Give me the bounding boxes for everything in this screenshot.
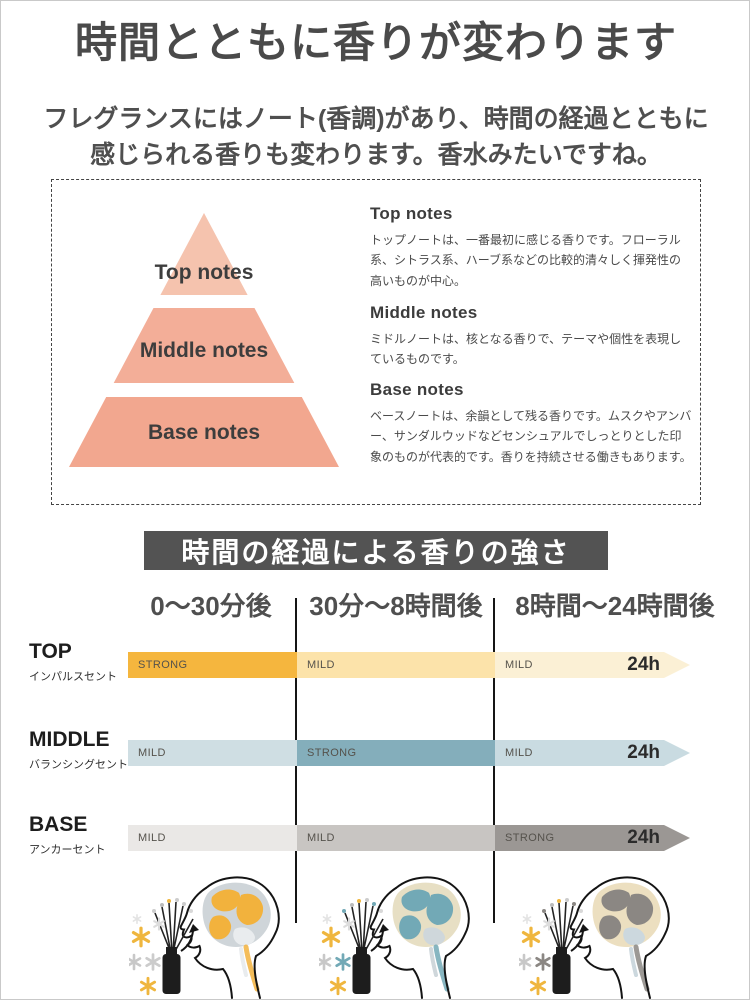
page-title: 時間とともに香りが変わります <box>74 19 677 66</box>
base-notes-body: ベースノートは、余韻として残る香りです。ムスクやアンバー、サンダルウッドなどセン… <box>370 409 692 464</box>
section-banner: 時間の経過による香りの強さ <box>144 531 608 570</box>
pyramid-base-label: Base notes <box>148 421 260 444</box>
base-notes-heading: Base notes <box>370 380 464 399</box>
pyramid-middle-label: Middle notes <box>140 339 268 362</box>
middle-24h-label: 24h <box>627 742 660 763</box>
subtitle-line-1: フレグランスにはノート(香調)があり、時間の経過とともに <box>43 105 709 133</box>
top-intensity-bar: STRONG MILD MILD 24h <box>128 652 690 678</box>
fragrance-notes-box: Top notes Middle notes Base notes Top no… <box>51 179 701 505</box>
middle-notes-heading: Middle notes <box>370 303 478 322</box>
base-segment-mild-1: MILD <box>128 825 297 851</box>
pyramid-top-slice <box>160 213 248 295</box>
head-illustration-middle-phase <box>316 867 499 999</box>
page-subtitle: フレグランスにはノート(香調)があり、時間の経過とともに 感じられる香りも変わり… <box>1 101 749 174</box>
subtitle-line-2: 感じられる香りも変わります。香水みたいですね。 <box>90 141 662 170</box>
notes-pyramid-diagram: Top notes Middle notes Base notes <box>69 213 339 467</box>
middle-segment-strong: STRONG <box>297 740 495 766</box>
top-24h-label: 24h <box>627 654 660 675</box>
column-header-0-30min: 0〜30分後 <box>150 591 272 621</box>
row-label-top: TOP <box>29 640 72 663</box>
top-segment-mild-2: MILD <box>495 652 664 678</box>
middle-notes-body: ミドルノートは、核となる香りで、テーマや個性を表現しているものです。 <box>370 332 682 367</box>
column-header-8h-24h: 8時間〜24時間後 <box>515 591 715 621</box>
pyramid-middle-slice <box>113 308 295 383</box>
row-label-middle: MIDDLE <box>29 728 110 751</box>
top-bar-arrow-icon <box>664 652 690 678</box>
row-label-base: BASE <box>29 813 88 836</box>
base-segment-mild-2: MILD <box>297 825 495 851</box>
head-illustration-top-phase <box>126 867 309 999</box>
pyramid-top-label: Top notes <box>155 261 254 284</box>
row-sublabel-top: インパルスセント <box>29 671 117 683</box>
top-notes-heading: Top notes <box>370 204 453 223</box>
head-illustration-base-phase <box>516 867 699 999</box>
pyramid-base-slice <box>69 397 339 467</box>
base-notes-description: Base notes ベースノートは、余韻として残る香りです。ムスクやアンバー、… <box>370 380 692 467</box>
base-segment-strong: STRONG <box>495 825 664 851</box>
base-bar-arrow-icon <box>664 825 690 851</box>
middle-segment-mild-2: MILD <box>495 740 664 766</box>
diffuser-head-graphic-2 <box>316 876 470 999</box>
section-banner-title: 時間の経過による香りの強さ <box>181 536 571 568</box>
diffuser-head-graphic-1 <box>126 876 280 999</box>
top-notes-description: Top notes トップノートは、一番最初に感じる香りです。フローラル系、シト… <box>370 204 692 291</box>
row-sublabel-middle: バランシングセント <box>29 759 128 771</box>
diffuser-head-graphic-3 <box>516 876 670 999</box>
middle-intensity-bar: MILD STRONG MILD 24h <box>128 740 690 766</box>
top-segment-mild-1: MILD <box>297 652 495 678</box>
middle-segment-mild-1: MILD <box>128 740 297 766</box>
top-segment-strong: STRONG <box>128 652 297 678</box>
top-notes-body: トップノートは、一番最初に感じる香りです。フローラル系、シトラス系、ハーブ系など… <box>370 233 682 288</box>
base-24h-label: 24h <box>627 827 660 848</box>
column-header-30min-8h: 30分〜8時間後 <box>309 591 483 621</box>
middle-bar-arrow-icon <box>664 740 690 766</box>
base-intensity-bar: MILD MILD STRONG 24h <box>128 825 690 851</box>
middle-notes-description: Middle notes ミドルノートは、核となる香りで、テーマや個性を表現して… <box>370 303 692 370</box>
row-sublabel-base: アンカーセント <box>29 844 106 856</box>
